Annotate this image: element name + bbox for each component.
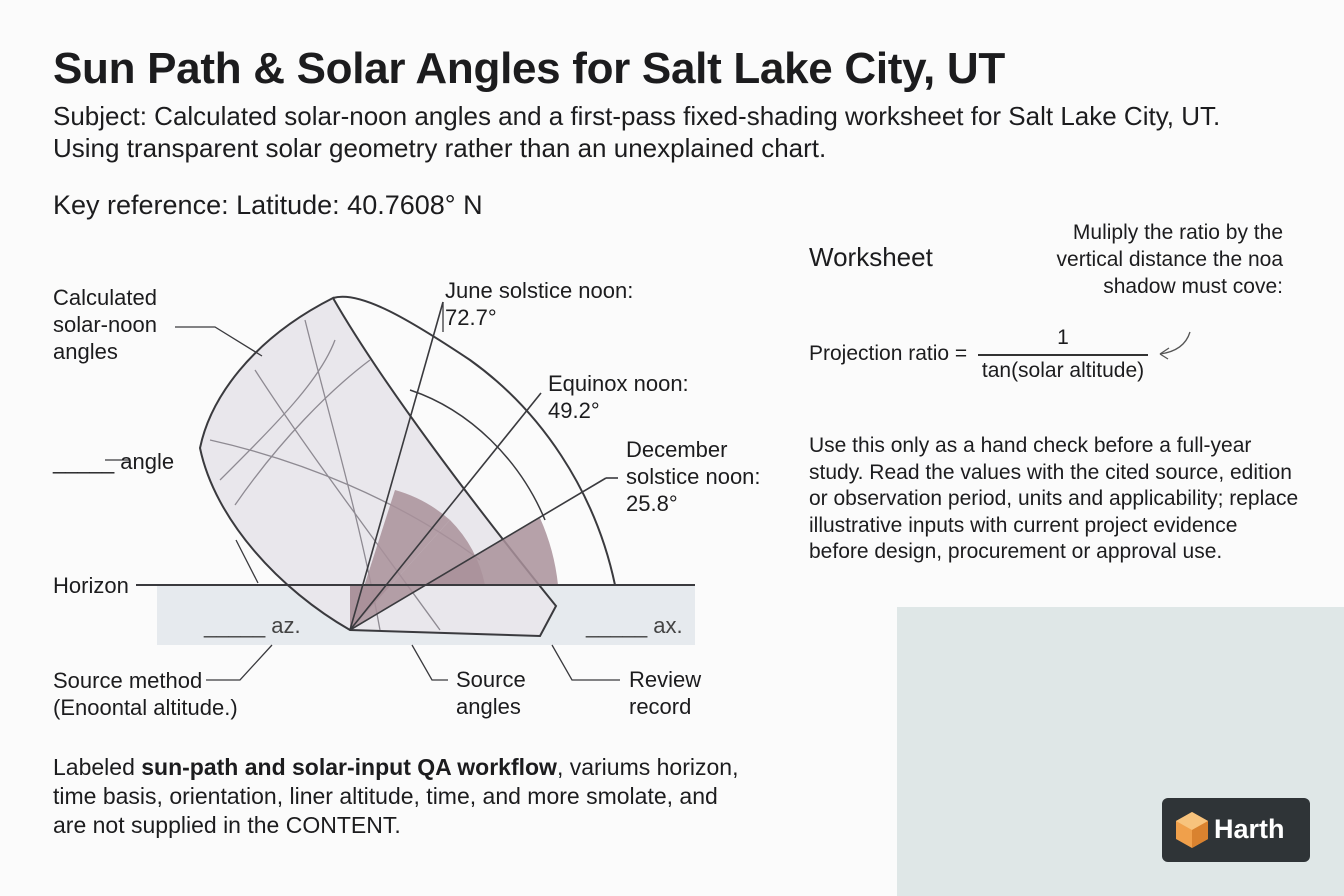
page-title: Sun Path & Solar Angles for Salt Lake Ci… [53,44,1005,93]
sun-rays [349,301,618,631]
december-solstice-label: December solstice noon: 25.8° [626,437,761,516]
caption-prefix: Labeled [53,754,142,780]
fraction-denominator: tan(solar altitude) [981,359,1145,382]
key-reference: Key reference: Latitude: 40.7608° N [53,190,483,220]
fraction-bar [978,354,1148,356]
source-method-label: Source method (Enoontal altitude.) [53,667,313,721]
dome-inner-arc [409,389,546,521]
wedge-equinox [350,520,485,630]
azimuth-label: _____ az. [204,613,301,638]
fraction-numerator: 1 [1057,326,1069,349]
ray-equinox [349,392,542,631]
leader-lines [105,302,620,681]
source-method-title: Source method [53,668,203,693]
multiply-note: Muliply the ratio by the vertical distan… [1056,221,1283,298]
worksheet-arrow [1159,331,1191,355]
equinox-label: Equinox noon: 49.2° [548,371,689,423]
worksheet-title: Worksheet [809,242,933,272]
page-subtitle: Subject: Calculated solar-noon angles an… [53,101,1221,163]
usage-note: Use this only as a hand check before a f… [809,434,1299,563]
june-solstice-label: June solstice noon: 72.7° [445,278,634,330]
horizon-label: Horizon [53,573,129,598]
caption-suffix: , variums horizon, time basis, orientati… [53,754,739,838]
wedge-june [350,490,450,630]
caption-bold: sun-path and solar-input QA workflow [141,754,557,780]
altitude-wedges [350,490,558,630]
ray-june [349,301,444,631]
ray-december [349,477,607,631]
diagram-caption: Labeled sun-path and solar-input QA work… [53,753,753,840]
calculated-angles-label: Calculated solar-noon angles [53,285,157,364]
house-cube-icon [1176,812,1208,848]
arrow-head-icon [1159,347,1170,360]
projection-ratio-label: Projection ratio = [809,342,968,365]
logo-text: Harth [1214,814,1285,844]
angle-label: _____ angle [53,449,175,474]
brand-logo: Harth [1162,798,1310,862]
source-angles-label: Source angles [456,667,526,719]
axis-label: _____ ax. [586,613,683,638]
review-record-label: Review record [629,667,702,719]
source-method-sub: (Enoontal altitude.) [53,695,238,720]
dome-rim [332,295,616,586]
